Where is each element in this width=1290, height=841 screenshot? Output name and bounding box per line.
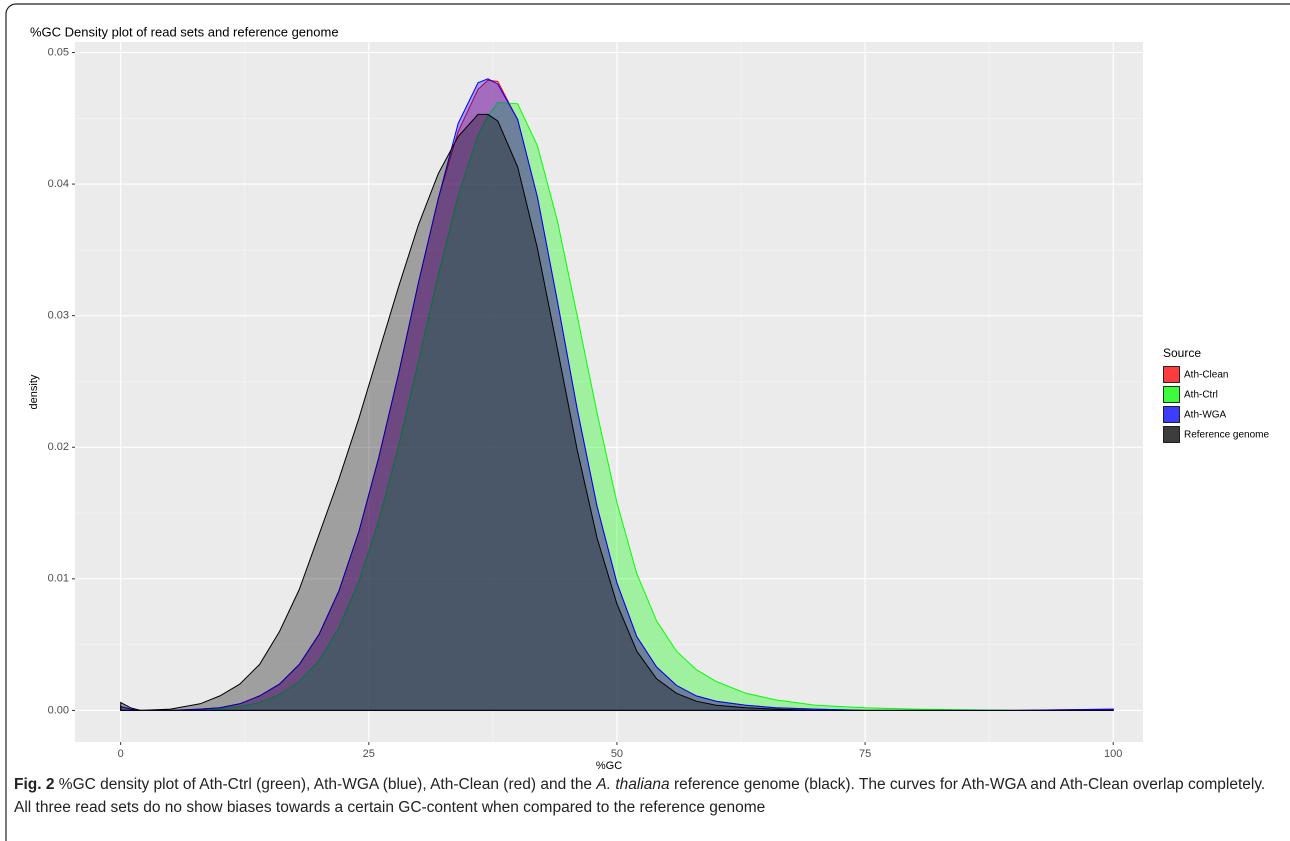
caption: Fig. 2 %GC density plot of Ath-Ctrl (gre… <box>14 773 1280 819</box>
legend-swatch <box>1163 406 1180 423</box>
plot-panel <box>75 42 1143 742</box>
figure-border <box>5 3 1290 841</box>
y-tick-label: 0.05 <box>48 46 69 58</box>
legend-swatch <box>1163 366 1180 383</box>
density-area <box>120 78 1114 711</box>
legend-label: Reference genome <box>1184 430 1269 441</box>
y-tick-label: 0.00 <box>48 704 69 716</box>
legend-swatch <box>1163 426 1180 443</box>
x-tick-label: 50 <box>611 748 623 760</box>
x-tick-label: 0 <box>118 748 124 760</box>
caption-label: Fig. 2 <box>14 776 55 793</box>
caption-species: A. thaliana <box>596 776 670 793</box>
y-tick-label: 0.03 <box>48 310 69 322</box>
density-area <box>120 113 1114 711</box>
density-area <box>120 101 1114 711</box>
x-tick-label: 25 <box>363 748 375 760</box>
x-axis-label: %GC <box>596 760 622 772</box>
y-tick-label: 0.04 <box>48 178 69 190</box>
legend-label: Ath-Clean <box>1184 370 1228 381</box>
caption-text: %GC density plot of Ath-Ctrl (green), At… <box>58 776 593 793</box>
y-axis-label: density <box>28 374 40 409</box>
chart-title: %GC Density plot of read sets and refere… <box>30 24 339 39</box>
legend-label: Ath-WGA <box>1184 410 1227 421</box>
x-tick-label: 75 <box>859 748 871 760</box>
y-tick-label: 0.01 <box>48 573 69 585</box>
caption-text: reference genome (black). The curves for… <box>14 776 1266 816</box>
legend-swatch <box>1163 386 1180 403</box>
legend-label: Ath-Ctrl <box>1184 390 1218 401</box>
x-tick-label: 100 <box>1104 748 1122 760</box>
y-tick-label: 0.02 <box>48 441 69 453</box>
legend-title: Source <box>1163 346 1201 360</box>
